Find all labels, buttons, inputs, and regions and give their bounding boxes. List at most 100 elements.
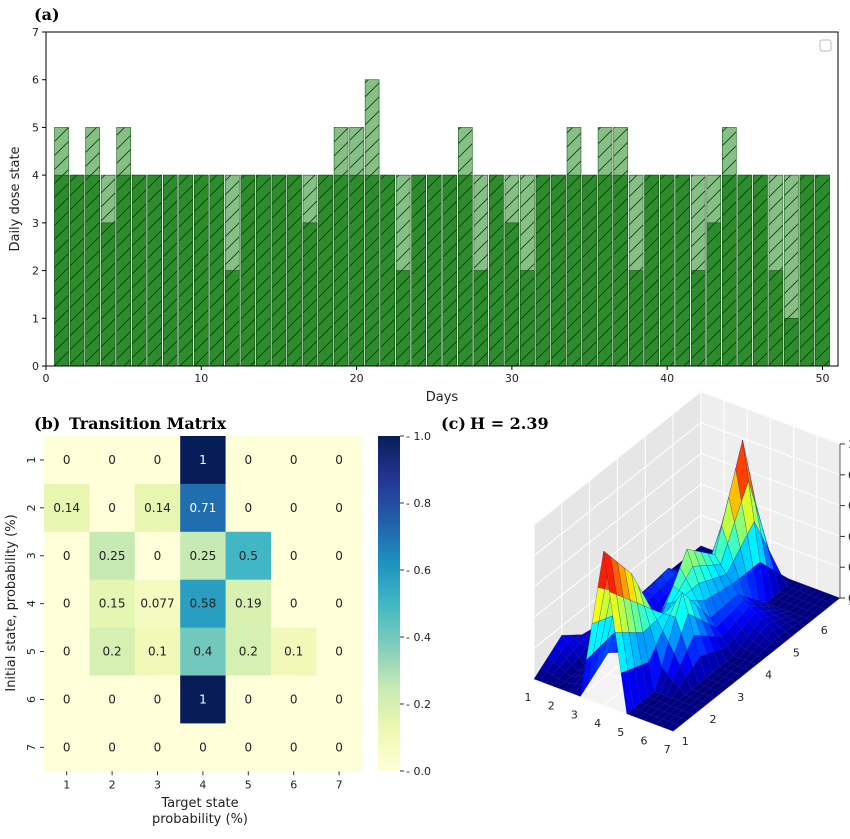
heatmap-cell-label: 0 [63,597,71,611]
heatmap-cell-label: 0 [244,692,252,706]
surface-ticks: 123456712345670.00.20.40.60.81.0 [525,438,850,756]
heatmap-cell [271,675,317,724]
heatmap-cell-label: 0.2 [239,645,258,659]
bar-hatch [768,175,783,366]
bar-hatch [147,175,162,366]
heatmap-y-tick-label: 3 [25,552,38,559]
heatmap-y-tick-label: 1 [25,456,38,463]
x-axis-label-days: Days [426,390,459,405]
surface-z-tick-label: 1.0 [848,438,850,451]
heatmap-cell-label: 0.25 [190,549,217,563]
heatmap-cell-label: 0 [63,549,71,563]
heatmap-y-tick-label: 7 [25,744,38,751]
heatmap-cell [225,531,272,581]
heatmap-xlabel-line1: Target state [160,796,238,811]
heatmap-cell [44,675,90,724]
heatmap-cell [180,483,226,533]
heatmap-cell [134,483,181,533]
bar-hatch [722,127,737,366]
heatmap-cell-label: 0.19 [235,597,262,611]
heatmap-cell-label: 0 [335,549,343,563]
y-tick-label: 6 [32,74,39,87]
transition-heatmap: 0 0 0 1 0 0 00.14 0 0.14 0.71 0 0 00 0.25 0 0.25 0.5 0 00 0… [4,430,431,827]
heatmap-cell-label: 0 [108,740,116,754]
panel-b-label: (b) [34,414,60,433]
heatmap-cell [180,723,226,772]
heatmap-cell-label: 0 [199,740,207,754]
bar-hatch [504,175,519,366]
heatmap-x-tick-label: 7 [336,778,343,791]
heatmap-cell-label: 0 [244,740,252,754]
y-tick-label: 2 [32,265,39,278]
bar-hatch [489,175,504,366]
heatmap-cell [134,627,181,676]
empty-legend-box [819,39,832,52]
heatmap-cell [225,579,272,628]
heatmap-cell-label: 0 [335,597,343,611]
bar-hatch [163,175,178,366]
surface-y-tick-label: 3 [737,691,744,704]
dose-bar-chart: 0 10 20 30 40 50 0 1 2 3 4 5 6 7 Days Daily dose stat… [8,26,839,405]
surface-y-tick-label: 4 [765,669,772,682]
heatmap-cell-label: 0.15 [99,597,126,611]
heatmap-cell-label: 0 [63,692,71,706]
grid-line [700,391,841,445]
heatmap-cell [89,531,136,581]
heatmap-cell-label: 0 [290,453,298,467]
bar-hatch [70,175,85,366]
x-tick-label: 40 [660,372,674,385]
heatmap-cell-label: 0.14 [53,501,80,515]
heatmap-cell [44,436,90,485]
bar-hatch [85,127,100,366]
heatmap-cell [271,579,317,628]
bar-hatch [411,175,426,366]
heatmap-cell [89,483,136,533]
plot-a-frame [45,31,839,367]
surface-z-tick-label: 0.0 [848,592,850,605]
heatmap-cell-label: 0 [244,501,252,515]
bar-hatch [178,175,193,366]
bar-hatch [287,175,302,366]
heatmap-cell-label: 0.1 [148,645,167,659]
heatmap-x-tick-label: 3 [154,778,161,791]
x-tick-label: 10 [194,372,208,385]
bar-hatch [458,127,473,366]
heatmap-cell [316,723,363,772]
bar-hatch [660,175,675,366]
colorbar-tick-label: - 0.8 [406,497,431,510]
bar-hatch [473,175,488,366]
heatmap-cell-label: 0 [290,501,298,515]
heatmap-cell [89,675,136,724]
colorbar-tick-label: - 0.6 [406,564,431,577]
heatmap-cell [316,627,363,676]
heatmap-cell-label: 0 [290,692,298,706]
heatmap-cell [44,627,90,676]
heatmap-cell-label: 0 [108,501,116,515]
heatmap-cell-label: 0 [154,692,162,706]
y-tick-label: 1 [32,312,39,325]
heatmap-cell-label: 0 [63,740,71,754]
heatmap-cell [134,436,181,485]
colorbar-tick-label: - 1.0 [406,430,431,443]
bar-hatch [427,175,442,366]
heatmap-cell-label: 0 [154,453,162,467]
heatmap-cell [44,483,90,533]
heatmap-cell-label: 0 [335,645,343,659]
surface-y-tick-label: 6 [821,624,828,637]
bar-hatch [784,175,799,366]
heatmap-cell-label: 0 [335,740,343,754]
y-axis-label-dose: Daily dose state [8,146,23,251]
heatmap-cell [225,627,272,676]
surface-x-tick-label: 1 [525,691,532,704]
y-tick-label: 5 [32,121,39,134]
heatmap-cell [44,579,90,628]
surface-x-tick-label: 7 [664,743,671,756]
axis-a-ticks: 0 10 20 30 40 50 0 1 2 3 4 5 6 7 [32,26,829,385]
heatmap-cell-label: 0 [108,453,116,467]
bar-hatch [116,127,131,366]
bar-hatch [629,175,644,366]
bar-hatch [691,175,706,366]
bar-hatch [753,175,768,366]
bar-hatch [365,79,380,366]
heatmap-cell-label: 0 [244,453,252,467]
